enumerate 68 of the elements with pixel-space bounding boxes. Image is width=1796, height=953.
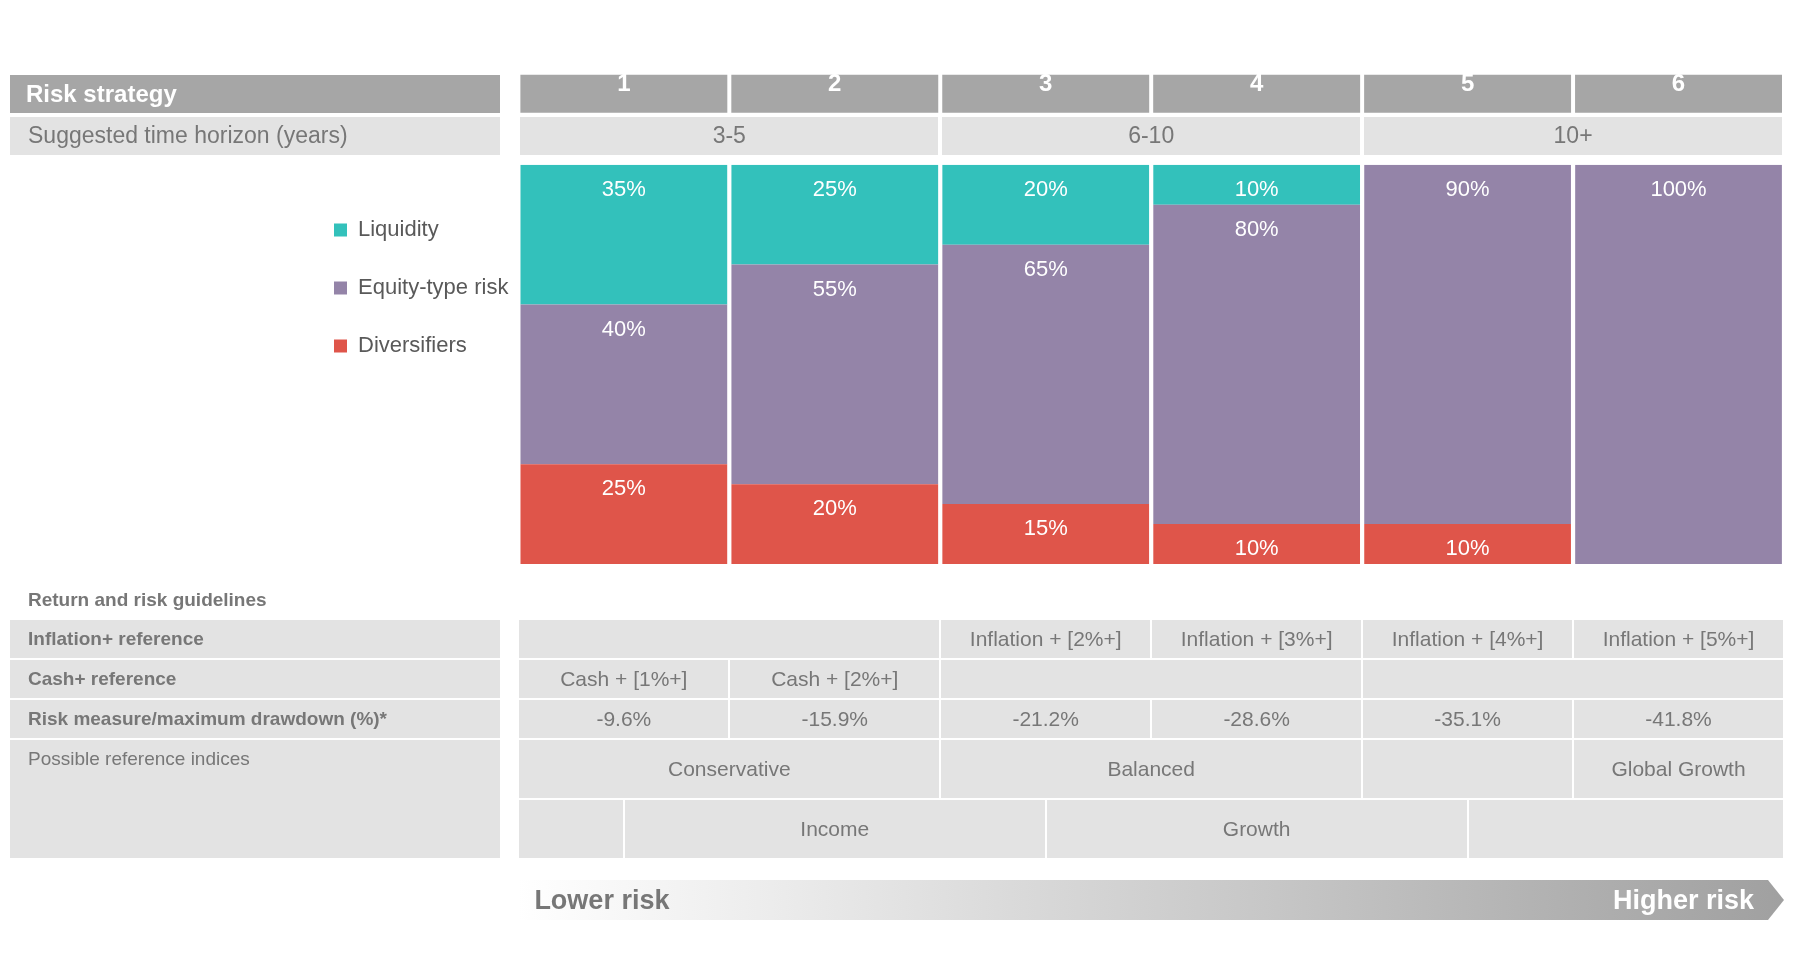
data-label: 80% (1234, 215, 1279, 241)
data-label: 10% (1445, 535, 1490, 561)
text: 10+ (1364, 116, 1782, 155)
data-label: 40% (601, 315, 646, 341)
bar (731, 264, 939, 485)
bar (1153, 164, 1361, 205)
text: Growth (1046, 800, 1467, 858)
data-label: 100% (1650, 175, 1707, 201)
data-label: 25% (812, 175, 857, 201)
text: Cash + [1%+] (519, 660, 729, 698)
data-label: 65% (1023, 255, 1068, 281)
text: Income (624, 800, 1045, 858)
text: -28.6% (1152, 700, 1362, 738)
bar (731, 164, 939, 265)
text: Balanced (941, 740, 1362, 798)
text: 3-5 (520, 116, 939, 155)
x-tick-label: 1 (617, 69, 631, 97)
text: 6-10 (942, 116, 1361, 155)
text: Inflation + [4%+] (1363, 620, 1573, 658)
x-tick-label: 2 (828, 69, 842, 97)
text: -21.2% (941, 700, 1151, 738)
text: Return and risk guidelines (27, 588, 268, 612)
legend-label: Equity-type risk (358, 274, 510, 300)
text: Inflation+ reference (10, 620, 501, 658)
x-tick-label: 6 (1671, 69, 1686, 97)
bar (1153, 204, 1361, 525)
text: -15.9% (730, 700, 940, 738)
text: -35.1% (1363, 700, 1573, 738)
bar (520, 304, 728, 465)
bar (942, 164, 1150, 245)
text: Cash+ reference (10, 660, 501, 698)
bar (1153, 524, 1361, 564)
data-label: 10% (1234, 535, 1279, 561)
bar (520, 164, 728, 305)
bar (942, 504, 1150, 564)
text: -9.6% (519, 700, 729, 738)
text: Risk measure/maximum drawdown (%)* (10, 700, 501, 738)
data-label: 55% (812, 275, 857, 301)
text: Suggested time horizon (years) (10, 116, 501, 155)
text: Inflation + [2%+] (941, 620, 1151, 658)
text: Higher risk (1611, 883, 1754, 917)
data-label: 15% (1023, 515, 1068, 541)
bar (731, 484, 939, 564)
bar (520, 464, 728, 564)
data-label: 25% (601, 475, 646, 501)
bar (1364, 524, 1571, 564)
text: Inflation + [5%+] (1574, 620, 1783, 658)
text: Lower risk (534, 883, 671, 917)
bar (1364, 164, 1571, 525)
text: Risk strategy (10, 74, 501, 113)
x-tick-label: 3 (1039, 69, 1053, 97)
x-tick-label: 5 (1460, 69, 1475, 97)
bar (1575, 164, 1782, 564)
data-label: 20% (1023, 175, 1068, 201)
legend-label: Diversifiers (358, 332, 467, 358)
data-label: 20% (812, 495, 857, 521)
legend-label: Liquidity (358, 216, 439, 242)
data-label: 35% (601, 175, 646, 201)
bar (942, 244, 1150, 505)
text: Conservative (519, 740, 940, 798)
text: Global Growth (1574, 740, 1783, 798)
data-label: 10% (1234, 175, 1279, 201)
text: Cash + [2%+] (730, 660, 940, 698)
text: Inflation + [3%+] (1152, 620, 1362, 658)
text: -41.8% (1574, 700, 1783, 738)
data-label: 90% (1445, 175, 1490, 201)
x-tick-label: 4 (1249, 69, 1264, 97)
text: Possible reference indices (10, 740, 501, 858)
